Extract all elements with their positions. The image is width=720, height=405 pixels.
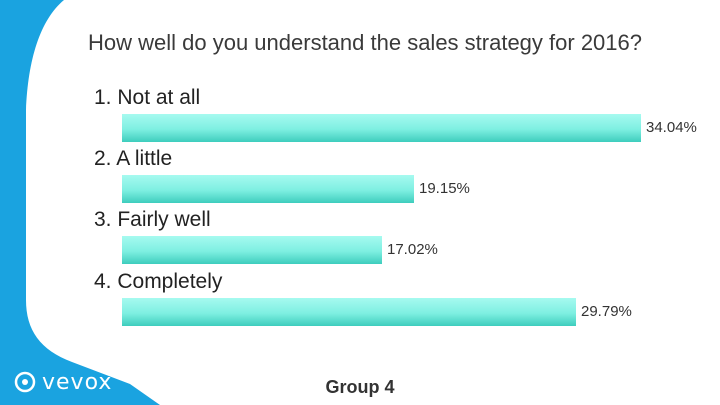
group-label: Group 4: [325, 377, 395, 397]
value-label-1: 34.04%: [646, 119, 697, 136]
brand-name: vevox: [42, 369, 113, 395]
value-label-2: 19.15%: [419, 180, 470, 197]
category-label-4: 4. Completely: [94, 270, 223, 293]
category-label-1: 1. Not at all: [94, 86, 201, 109]
bar-4: [122, 298, 576, 326]
bar-1: [122, 114, 641, 142]
vevox-logo: vevox: [14, 368, 112, 396]
category-label-3: 3. Fairly well: [94, 208, 211, 231]
bar-2: [122, 175, 414, 203]
vevox-logo-icon: [14, 371, 36, 393]
category-label-2: 2. A little: [94, 147, 173, 170]
chart-title: How well do you understand the sales str…: [88, 30, 642, 55]
value-label-4: 29.79%: [581, 303, 632, 320]
bar-3: [122, 236, 382, 264]
value-label-3: 17.02%: [387, 241, 438, 258]
